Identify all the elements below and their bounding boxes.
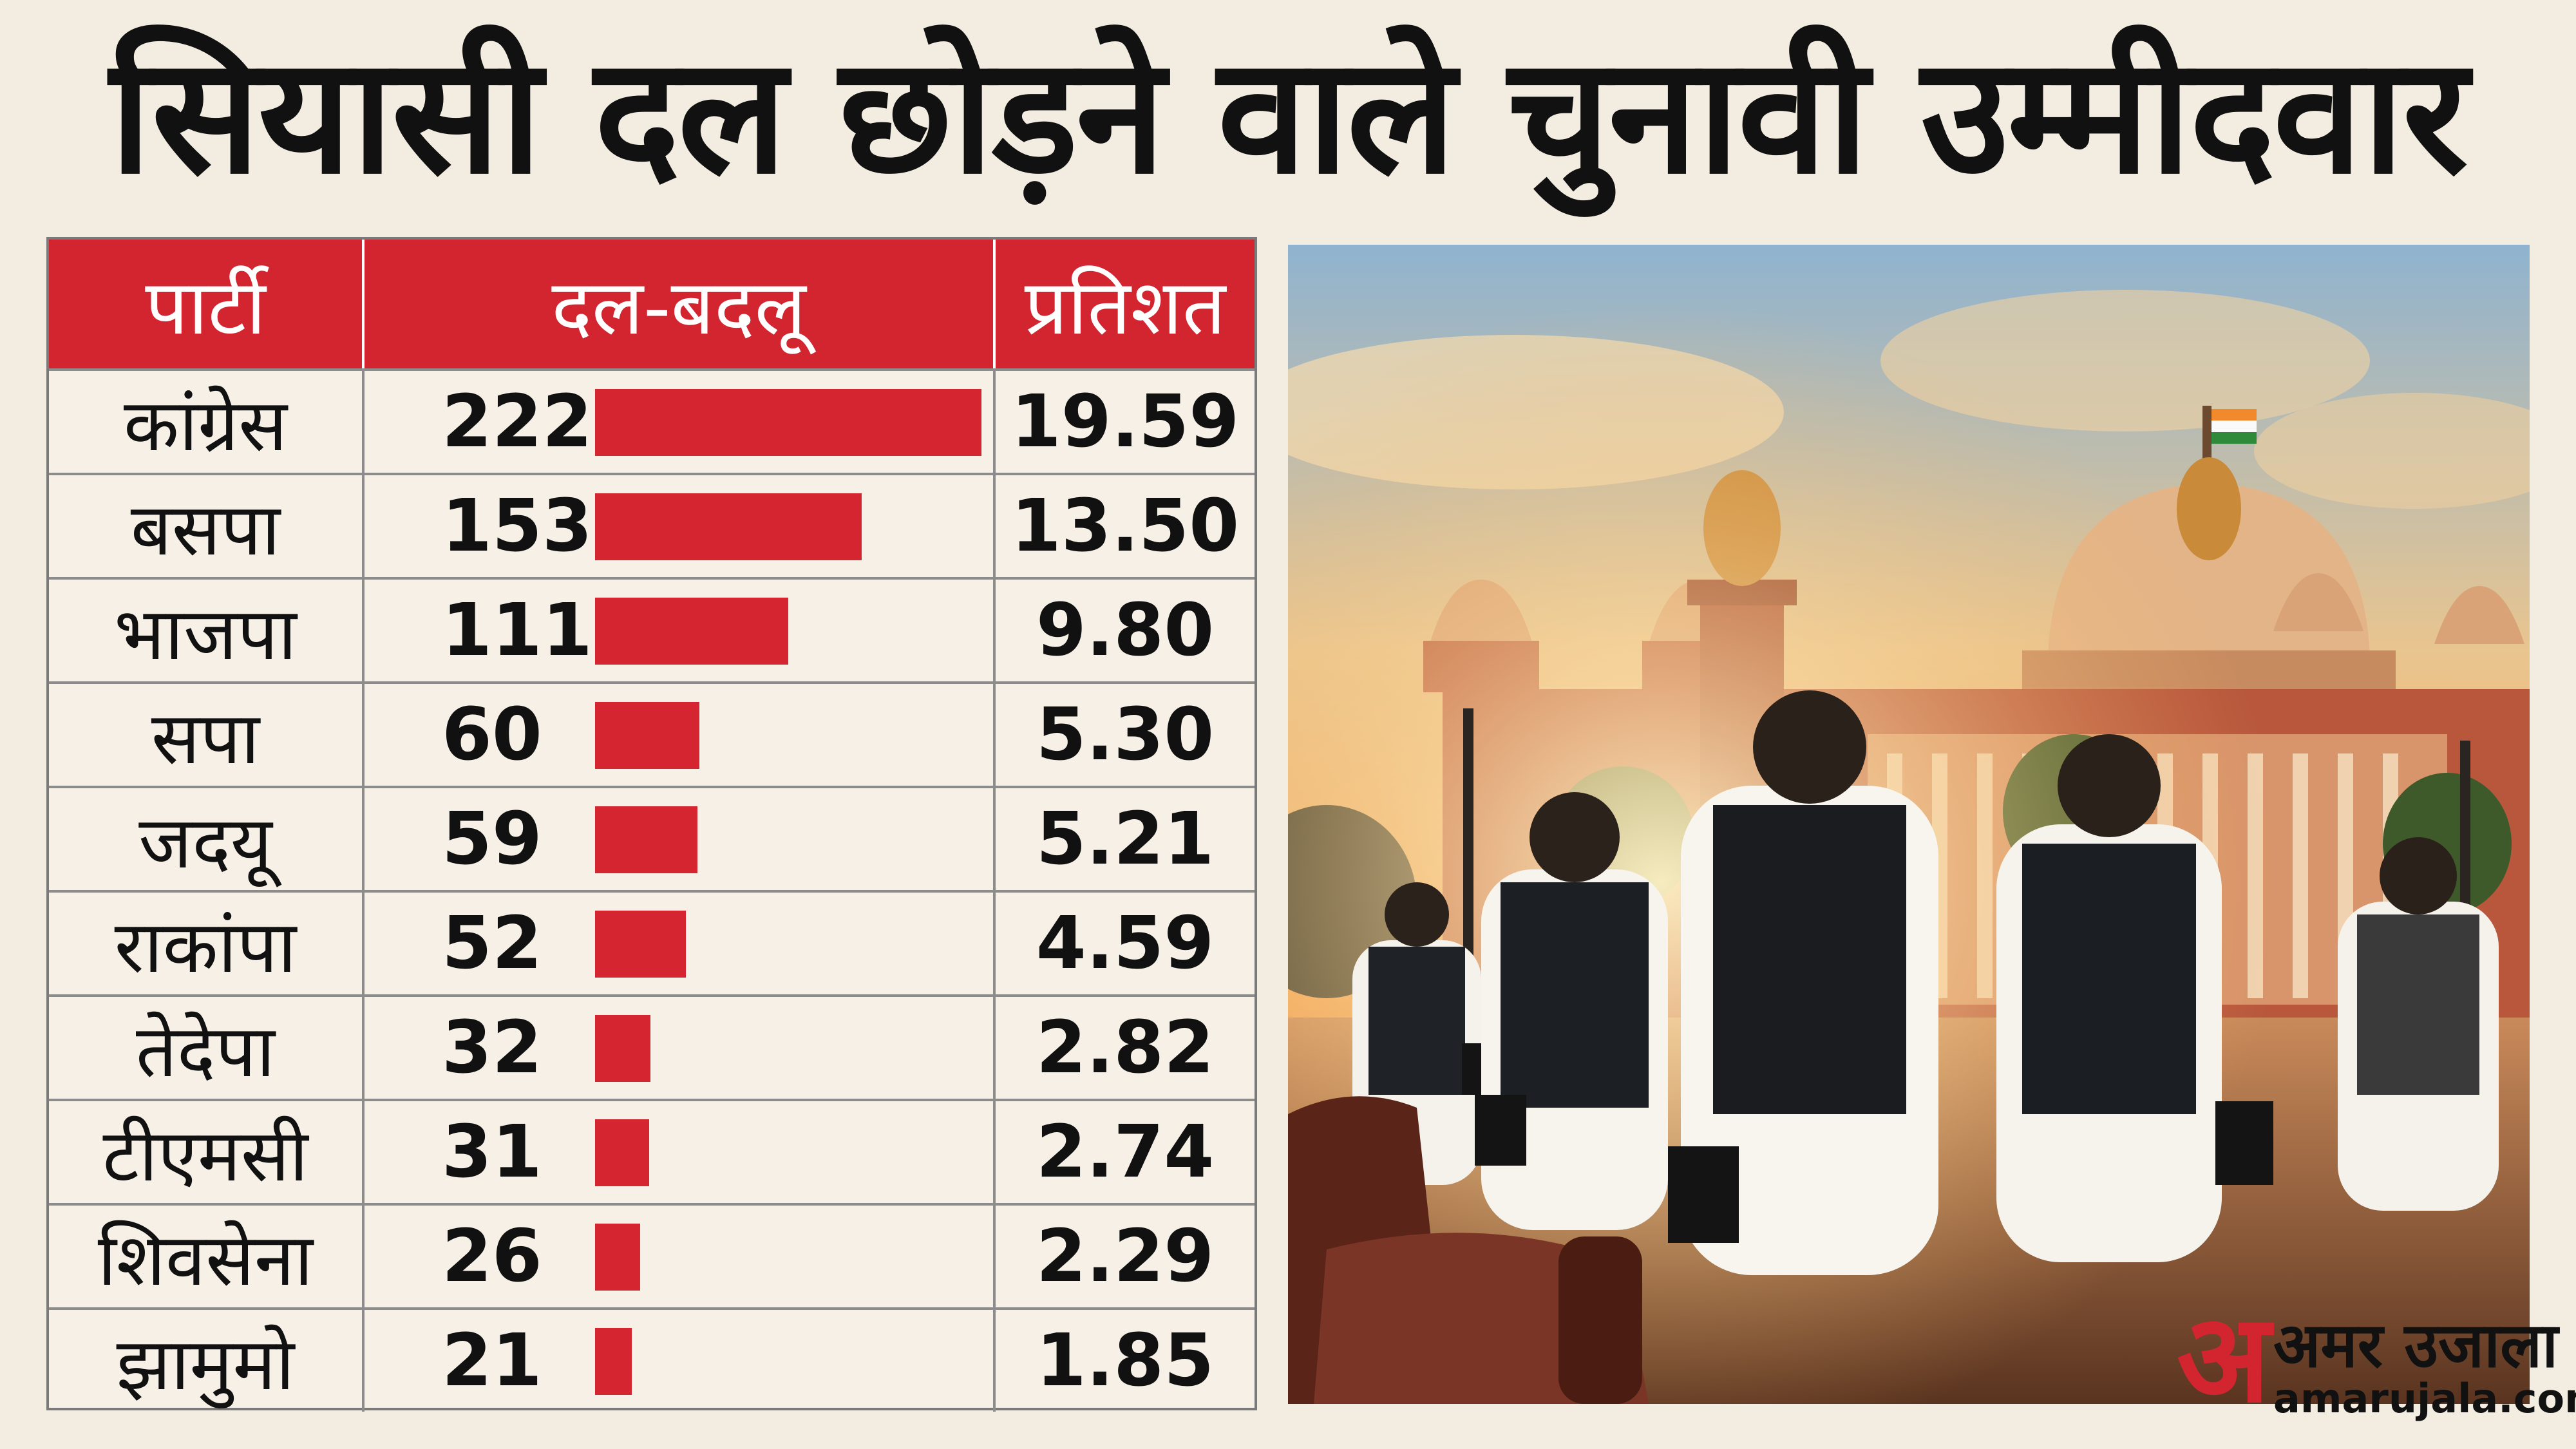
- party-name: भाजपा: [49, 580, 365, 681]
- defectors-count: 59: [442, 797, 542, 881]
- percent-value: 19.59: [1010, 380, 1240, 464]
- defectors-cell: 59: [365, 788, 996, 890]
- table-row: राकांपा 52 4.59: [49, 890, 1255, 994]
- table-row: सपा 60 5.30: [49, 681, 1255, 786]
- table-body: कांग्रेस 222 19.59 बसपा 153 13.50 भाजपा 111 9.80…: [49, 368, 1255, 1412]
- defectors-bar: [595, 1328, 632, 1395]
- defectors-bar: [595, 1224, 641, 1291]
- table-row: तेदेपा 32 2.82: [49, 994, 1255, 1099]
- defectors-bar: [595, 1119, 649, 1186]
- amar-ujala-logo: अ अमर उजाला amarujala.com: [2177, 1287, 2576, 1436]
- defectors-cell: 26: [365, 1206, 996, 1307]
- header-party: पार्टी: [49, 240, 365, 368]
- defectors-cell: 153: [365, 475, 996, 577]
- party-name: बसपा: [49, 475, 365, 577]
- defectors-cell: 60: [365, 684, 996, 786]
- defectors-count: 52: [442, 902, 542, 985]
- table-row: जदयू 59 5.21: [49, 786, 1255, 890]
- percent-value: 1.85: [1036, 1319, 1215, 1403]
- defectors-cell: 32: [365, 997, 996, 1099]
- party-name: तेदेपा: [49, 997, 365, 1099]
- defectors-bar: [595, 806, 698, 873]
- party-name: जदयू: [49, 788, 365, 890]
- defectors-count: 31: [442, 1110, 542, 1194]
- defectors-cell: 31: [365, 1101, 996, 1203]
- defectors-table: पार्टी दल-बदलू प्रतिशत कांग्रेस 222 19.59 ब…: [46, 237, 1257, 1412]
- defectors-bar: [595, 1015, 651, 1082]
- table-row: भाजपा 111 9.80: [49, 577, 1255, 681]
- defectors-cell: 222: [365, 371, 996, 473]
- table-header: पार्टी दल-बदलू प्रतिशत: [49, 240, 1255, 368]
- defectors-bar: [595, 389, 981, 456]
- defectors-bar: [595, 493, 862, 560]
- defectors-bar: [595, 702, 700, 769]
- header-defectors: दल-बदलू: [365, 240, 996, 368]
- chart-title: सियासी दल छोड़ने वाले चुनावी उम्मीदवार: [109, 22, 2468, 209]
- defectors-count: 222: [442, 380, 592, 464]
- defectors-cell: 21: [365, 1310, 996, 1412]
- defectors-bar: [595, 598, 788, 665]
- logo-mark: अ: [2177, 1287, 2271, 1430]
- percent-value: 5.21: [1036, 797, 1215, 881]
- parliament-photo: [1288, 245, 2530, 1404]
- defectors-count: 60: [442, 693, 542, 777]
- party-name: झामुमो: [49, 1310, 365, 1412]
- defectors-cell: 52: [365, 893, 996, 994]
- table-row: कांग्रेस 222 19.59: [49, 368, 1255, 473]
- percent-value: 2.29: [1036, 1215, 1215, 1298]
- party-name: शिवसेना: [49, 1206, 365, 1307]
- percent-value: 2.82: [1036, 1006, 1215, 1090]
- defectors-count: 21: [442, 1319, 542, 1403]
- defectors-cell: 111: [365, 580, 996, 681]
- percent-value: 13.50: [1010, 484, 1240, 568]
- defectors-count: 153: [442, 484, 592, 568]
- party-name: राकांपा: [49, 893, 365, 994]
- defectors-bar: [595, 911, 686, 978]
- logo-name: अमर उजाला: [2273, 1309, 2559, 1381]
- party-name: टीएमसी: [49, 1101, 365, 1203]
- percent-value: 2.74: [1036, 1110, 1215, 1194]
- table-row: शिवसेना 26 2.29: [49, 1203, 1255, 1307]
- defectors-count: 32: [442, 1006, 542, 1090]
- table-row: झामुमो 21 1.85: [49, 1307, 1255, 1412]
- defectors-count: 26: [442, 1215, 542, 1298]
- table-row: बसपा 153 13.50: [49, 473, 1255, 577]
- percent-value: 9.80: [1036, 589, 1215, 672]
- party-name: कांग्रेस: [49, 371, 365, 473]
- percent-value: 5.30: [1036, 693, 1215, 777]
- header-percent: प्रतिशत: [1024, 262, 1226, 352]
- defectors-count: 111: [442, 589, 592, 672]
- party-name: सपा: [49, 684, 365, 786]
- table-row: टीएमसी 31 2.74: [49, 1099, 1255, 1203]
- percent-value: 4.59: [1036, 902, 1215, 985]
- logo-url: amarujala.com: [2273, 1375, 2576, 1422]
